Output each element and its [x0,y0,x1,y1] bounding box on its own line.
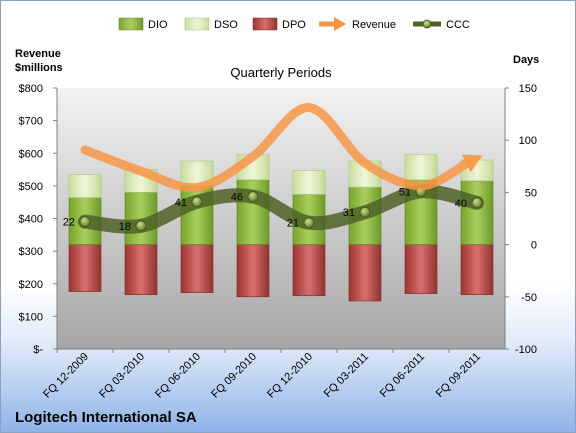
category-label: FQ 03-2010 [97,351,147,401]
legend-item-revenue: Revenue [319,17,396,31]
dpo-bar [292,244,326,297]
right-tick-label: 0 [531,240,537,252]
left-tick-label: $300 [19,246,43,258]
ccc-point [359,206,371,218]
ccc-data-label: 40 [455,198,467,210]
ccc-line [78,184,484,234]
revenue-line [80,103,473,193]
dio-bar [460,180,494,245]
ccc-data-label: 51 [399,186,411,198]
left-tick-label: $400 [19,214,43,226]
dpo-bar [236,244,270,298]
dpo-bar [460,244,494,296]
category-label: FQ 12-2009 [41,351,91,401]
left-tick-label: $200 [19,279,43,291]
left-tick-label: $800 [19,83,43,95]
left-tick-label: $500 [19,181,43,193]
legend-item-dio: DIO [118,17,168,31]
legend-label-dpo: DPO [282,19,306,31]
dpo-bar [180,244,214,293]
revenue-arrowhead [461,154,483,173]
left-tick-label: $- [33,344,43,356]
legend-label-revenue: Revenue [352,19,396,31]
right-tick-label: -50 [521,292,537,304]
dpo-bar [404,244,438,294]
category-label: FQ 09-2010 [209,351,259,401]
right-tick-label: 100 [519,135,537,147]
ccc-data-label: 21 [287,218,299,230]
ccc-point [247,191,259,202]
ccc-data-label: 22 [63,217,75,229]
left-axis-title-line1: Revenue [15,48,61,60]
right-axis-title: Days [513,54,539,66]
plot-title: Quarterly Periods [230,65,332,80]
company-name: Logitech International SA [15,409,197,426]
ccc-data-label: 31 [343,207,355,219]
left-tick-label: $600 [19,148,43,160]
legend-item-dso: DSO [184,17,238,31]
legend: DIO DSO DPO Revenue CCC [118,17,470,31]
ccc-point [303,217,315,229]
legend-item-dpo: DPO [252,17,306,31]
dso-bar [68,174,102,198]
dpo-bar [68,244,102,292]
legend-item-ccc: CCC [413,19,470,31]
right-tick-label: 150 [519,83,537,95]
dso-bar [292,170,326,195]
ccc-data-label: 46 [231,192,243,204]
left-tick-label: $100 [19,311,43,323]
left-axis-title-line2: $millions [15,62,63,74]
lines-layer: 22 18 41 46 21 31 51 40 [63,103,484,234]
category-label: FQ 06-2011 [378,351,427,400]
legend-label-dio: DIO [148,19,168,31]
dso-bar [404,154,438,181]
category-label: FQ 09-2011 [434,351,483,400]
category-label: FQ 12-2010 [265,351,315,401]
legend-label-ccc: CCC [446,19,470,31]
category-label: FQ 03-2011 [322,351,371,400]
ccc-data-label: 41 [175,197,187,209]
dpo-bar [348,244,382,302]
category-label: FQ 06-2010 [153,351,203,401]
ccc-point [191,196,203,208]
right-tick-label: 50 [525,187,537,199]
ccc-point [79,216,91,228]
ccc-point [135,220,147,232]
left-tick-label: $700 [19,116,43,128]
ccc-data-label: 18 [119,221,131,233]
ccc-point [471,197,483,209]
dpo-bar [124,244,158,296]
legend-label-dso: DSO [214,19,238,31]
right-tick-label: -100 [515,344,537,356]
